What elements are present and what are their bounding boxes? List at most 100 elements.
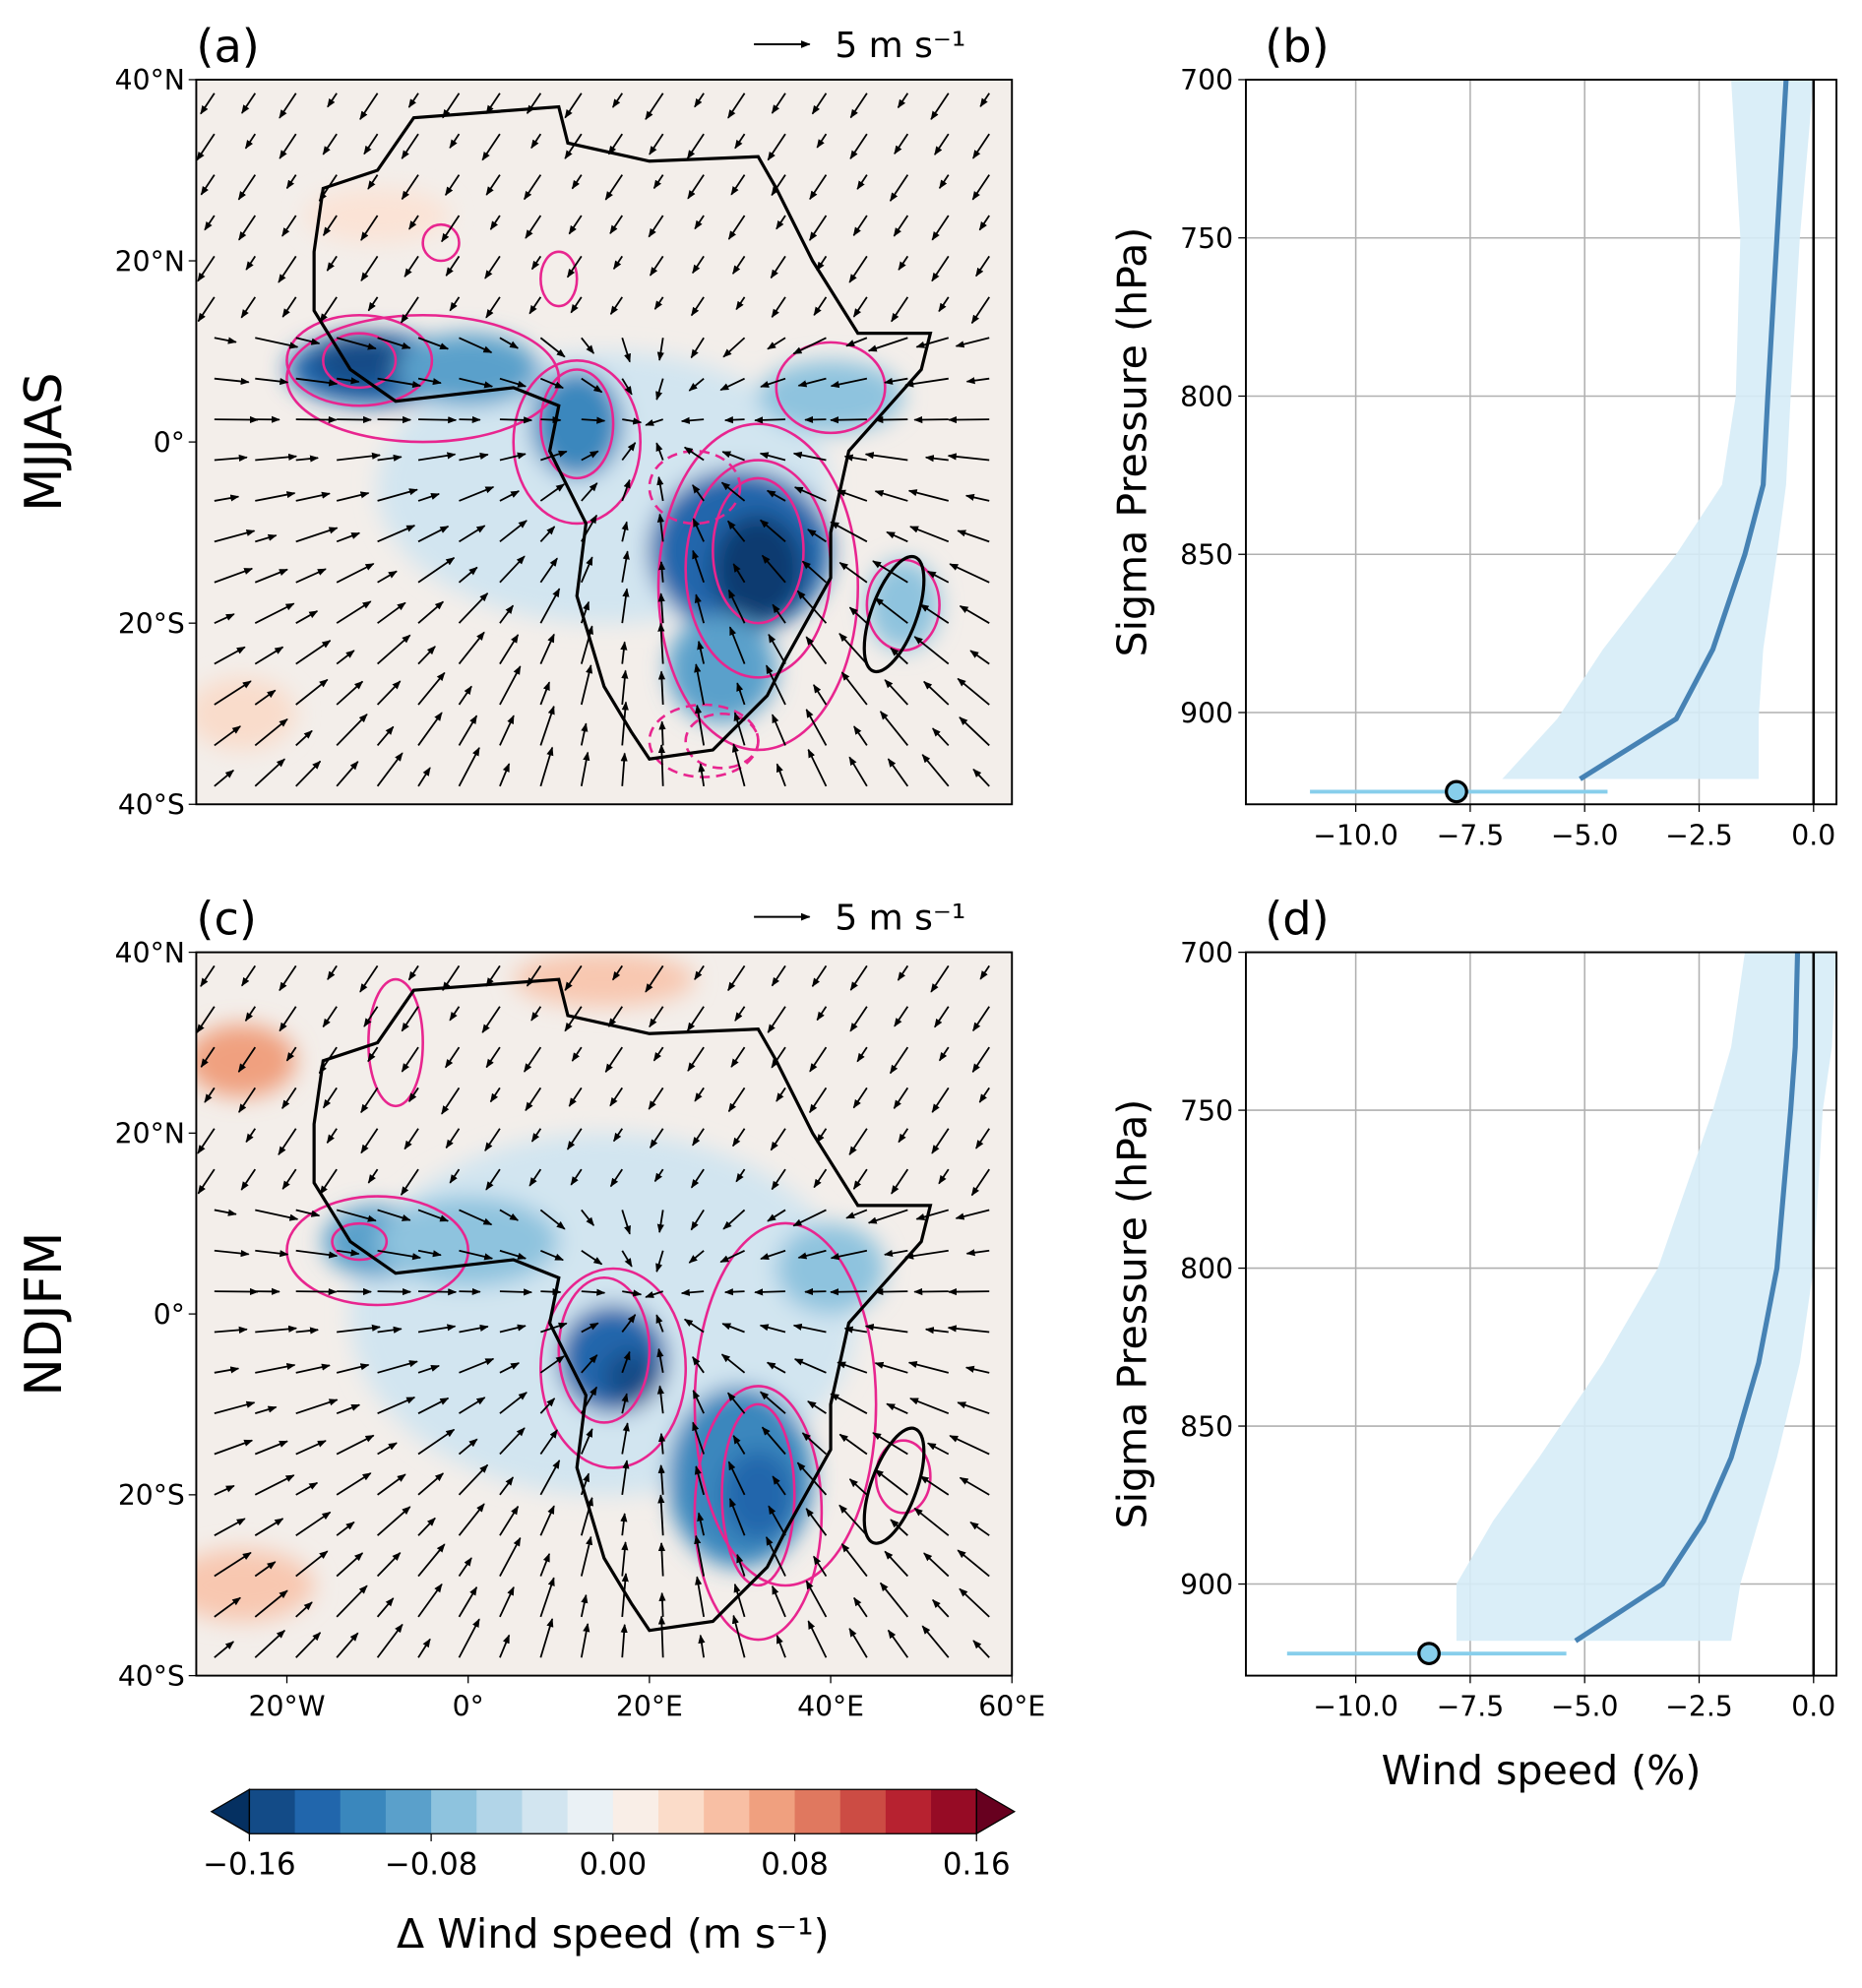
coastline — [312, 977, 933, 1633]
wind-arrow — [255, 1209, 299, 1221]
wind-arrow — [957, 529, 990, 543]
wind-arrow — [417, 1397, 450, 1414]
wind-arrow — [949, 563, 990, 584]
wind-arrow — [318, 174, 338, 202]
wind-arrow — [652, 1046, 664, 1062]
y-tick-label: 20°N — [115, 245, 185, 278]
wind-arrow — [279, 93, 297, 119]
y-tick-label: 20°N — [115, 1118, 185, 1150]
wind-arrow — [808, 1087, 828, 1114]
wind-arrow — [852, 215, 868, 236]
wind-arrow — [285, 174, 297, 190]
wind-arrow — [909, 1398, 950, 1415]
wind-arrow — [913, 1287, 949, 1296]
wind-arrow — [690, 1209, 705, 1231]
wind-arrow — [376, 1623, 403, 1658]
contour — [285, 313, 434, 407]
wind-arrow — [367, 1168, 379, 1184]
wind-arrow — [887, 758, 909, 787]
wind-arrow — [254, 1440, 288, 1456]
wind-arrow — [279, 1006, 297, 1032]
field-patch — [395, 333, 541, 406]
wind-arrow — [874, 597, 908, 624]
wind-arrow — [336, 337, 377, 350]
wind-arrow — [889, 1046, 909, 1075]
wind-arrow — [607, 133, 623, 155]
reference-arrow-label: 5 m s⁻¹ — [835, 26, 965, 66]
wind-arrow — [845, 1209, 868, 1219]
wind-arrow — [445, 255, 461, 277]
wind-arrow — [241, 964, 257, 987]
x-tick-label: 20°W — [249, 1691, 326, 1723]
wind-arrow — [807, 748, 828, 787]
wind-arrow — [931, 215, 950, 241]
wind-arrow — [805, 1580, 828, 1618]
wind-arrow — [568, 1087, 583, 1107]
wind-arrow — [214, 1596, 241, 1618]
x-tick-label: −10.0 — [1313, 1691, 1398, 1723]
wind-arrow — [481, 133, 501, 161]
wind-arrow — [523, 1046, 542, 1073]
wind-arrow — [733, 712, 746, 746]
wind-arrow — [759, 452, 786, 462]
wind-arrow — [581, 1250, 603, 1266]
wind-arrow — [377, 1360, 418, 1374]
wind-arrow — [609, 1087, 623, 1107]
wind-arrow — [204, 215, 216, 231]
wind-arrow — [890, 1519, 908, 1536]
wind-arrow — [760, 519, 786, 543]
wind-arrow — [295, 640, 332, 665]
wind-arrow — [722, 337, 746, 358]
wind-arrow — [621, 1250, 633, 1268]
wind-arrow — [570, 1168, 583, 1186]
wind-arrow — [843, 454, 868, 462]
x-tick-label: 0.0 — [1791, 1691, 1835, 1723]
row-label: NDJFM — [15, 1232, 74, 1397]
wind-arrow — [539, 1577, 555, 1618]
wind-arrow — [363, 1006, 379, 1027]
wind-arrow — [458, 746, 480, 787]
wind-arrow — [327, 964, 338, 980]
wind-arrow — [401, 1046, 419, 1073]
wind-arrow — [736, 1553, 746, 1577]
wind-arrow — [295, 455, 320, 463]
wind-arrow — [281, 296, 297, 318]
wind-arrow — [359, 964, 379, 993]
wind-arrow — [337, 1249, 360, 1257]
wind-arrow — [580, 1535, 593, 1577]
wind-arrow — [499, 1585, 515, 1618]
wind-arrow — [214, 1439, 254, 1456]
y-axis-label: Sigma Pressure (hPa) — [1108, 227, 1155, 657]
wind-arrow — [525, 215, 542, 239]
wind-arrow — [319, 1168, 338, 1195]
wind-arrow — [766, 1361, 786, 1374]
wind-arrow — [852, 1087, 868, 1109]
colorbar-tick-label: −0.16 — [203, 1846, 295, 1882]
wind-arrow — [867, 1209, 908, 1224]
wind-arrow — [807, 1620, 828, 1658]
wind-arrow — [864, 452, 908, 462]
wind-arrow — [417, 557, 456, 584]
wind-arrow — [376, 1552, 402, 1578]
wind-arrow — [367, 1046, 379, 1063]
wind-arrow — [766, 489, 786, 502]
wind-arrow — [657, 1542, 666, 1577]
panel-title: (b) — [1265, 20, 1329, 73]
y-tick-label: 750 — [1180, 222, 1233, 255]
wind-arrow — [845, 337, 868, 347]
wind-arrow — [975, 255, 990, 278]
colorbar-segment — [931, 1789, 977, 1834]
wind-arrow — [241, 93, 257, 114]
wind-arrow — [692, 255, 705, 275]
wind-arrow — [484, 1128, 501, 1151]
field-patch — [667, 613, 776, 723]
wind-arrow — [965, 1249, 990, 1257]
wind-arrow — [214, 613, 235, 624]
wind-arrow — [736, 682, 746, 706]
wind-arrow — [621, 1460, 630, 1495]
field-patch — [196, 1025, 296, 1097]
wind-arrow — [459, 1249, 494, 1261]
contour — [539, 250, 579, 308]
wind-arrow — [336, 562, 375, 584]
coastline — [862, 1426, 926, 1545]
